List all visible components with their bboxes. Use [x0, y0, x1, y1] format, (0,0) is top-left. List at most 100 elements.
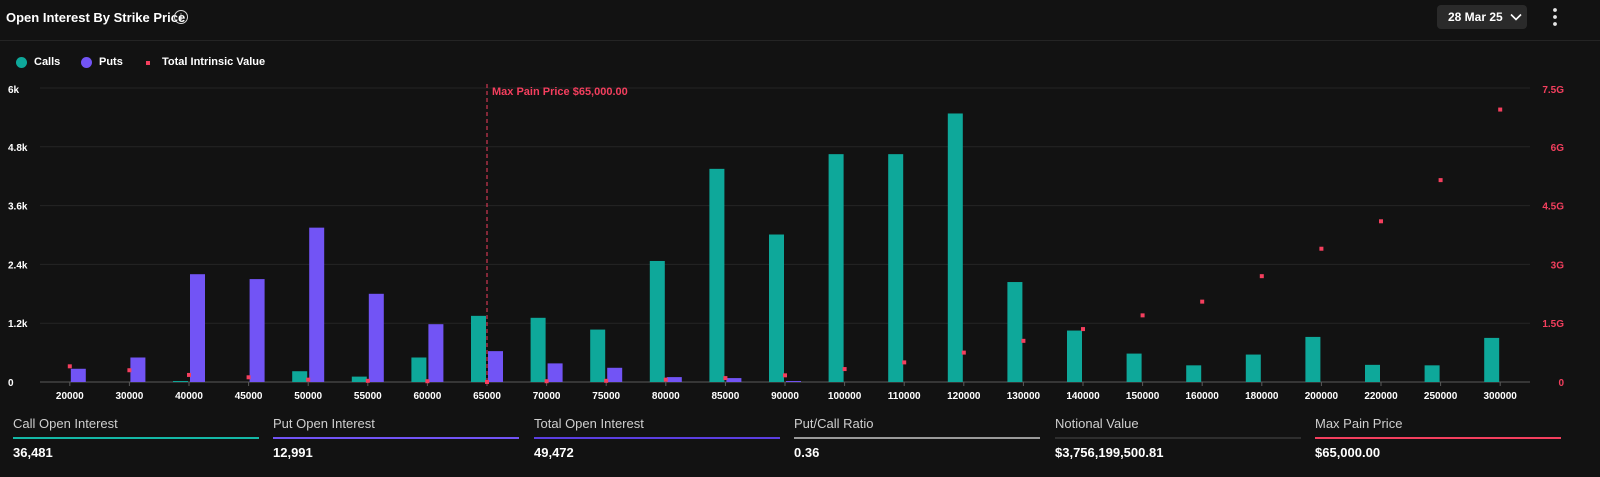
- x-axis-tick-label: 80000: [652, 391, 680, 402]
- x-axis-tick-label: 20000: [56, 391, 84, 402]
- puts-bar: [190, 274, 205, 382]
- stat-label: Call Open Interest: [13, 416, 118, 431]
- expiry-date-dropdown[interactable]: 28 Mar 25: [1437, 5, 1527, 29]
- calls-bar: [1245, 354, 1261, 382]
- calls-bar: [1007, 282, 1023, 382]
- stat-value: $65,000.00: [1315, 445, 1381, 460]
- stat-total-open-interest: Total Open Interest 49,472: [534, 410, 784, 470]
- intrinsic-value-point: [187, 372, 191, 377]
- calls-legend-marker: [16, 57, 27, 68]
- x-axis-tick-label: 110000: [888, 391, 921, 402]
- calls-bar: [530, 317, 546, 382]
- x-axis-tick-label: 40000: [175, 391, 203, 402]
- calls-bar: [1186, 365, 1202, 382]
- intrinsic-value-point: [842, 367, 847, 372]
- intrinsic-value-point: [1081, 327, 1085, 332]
- x-axis-tick-label: 140000: [1066, 391, 1100, 402]
- x-axis-tick-label: 120000: [947, 391, 981, 402]
- intrinsic-value-point: [1021, 338, 1026, 343]
- puts-bar: [130, 357, 146, 382]
- x-axis-tick-label: 60000: [413, 391, 441, 402]
- y-axis-right-tick-label: 4.5G: [1542, 202, 1564, 213]
- stat-max-pain-price: Max Pain Price $65,000.00: [1315, 410, 1565, 470]
- calls-bar: [709, 168, 725, 382]
- x-axis-tick-label: 200000: [1305, 391, 1339, 402]
- stat-value: 0.36: [794, 445, 820, 460]
- puts-bar: [726, 378, 742, 382]
- intrinsic-value-point: [604, 378, 609, 383]
- intrinsic-value-point: [246, 375, 251, 380]
- y-axis-right-tick-label: 1.5G: [1542, 319, 1564, 330]
- x-axis-tick-label: 150000: [1126, 391, 1160, 402]
- stat-call-open-interest: Call Open Interest 36,481: [13, 410, 263, 470]
- calls-bar: [173, 381, 188, 382]
- puts-bar: [786, 381, 801, 382]
- puts-bar: [547, 363, 563, 382]
- x-axis-tick-label: 100000: [828, 391, 862, 402]
- legend-label: Calls: [34, 56, 61, 68]
- intrinsic-value-point: [961, 350, 966, 355]
- calls-bar: [1365, 364, 1380, 382]
- intrinsic-value-legend-marker: [146, 61, 150, 65]
- stat-put-call-ratio: Put/Call Ratio 0.36: [794, 410, 1044, 470]
- intrinsic-value-point: [1438, 178, 1443, 183]
- intrinsic-value-point: [1498, 107, 1503, 112]
- calls-bar: [411, 357, 427, 382]
- expiry-date-value: 28 Mar 25: [1448, 10, 1503, 24]
- puts-bar: [249, 279, 265, 382]
- summary-stats: Call Open Interest 36,481 Put Open Inter…: [0, 410, 1600, 477]
- stat-underline: [534, 437, 780, 439]
- x-axis-tick-label: 220000: [1364, 391, 1398, 402]
- y-axis-left-tick-label: 3.6k: [8, 202, 28, 213]
- chevron-down-icon: [1510, 13, 1522, 21]
- stat-value: 49,472: [534, 445, 574, 460]
- x-axis-tick-label: 65000: [473, 391, 501, 402]
- calls-bar: [1484, 337, 1500, 382]
- intrinsic-value-point: [1319, 246, 1324, 251]
- y-axis-left-tick-label: 1.2k: [8, 319, 28, 330]
- y-axis-right-tick-label: 0: [1558, 378, 1564, 389]
- puts-bar: [488, 351, 503, 382]
- y-axis-left-tick-label: 2.4k: [8, 260, 28, 271]
- puts-bar: [309, 227, 325, 382]
- intrinsic-value-point: [902, 360, 907, 365]
- intrinsic-value-point: [365, 378, 370, 383]
- intrinsic-value-point: [544, 379, 549, 384]
- intrinsic-value-point: [1140, 313, 1145, 318]
- x-axis-tick-label: 130000: [1007, 391, 1041, 402]
- legend-label: Total Intrinsic Value: [162, 56, 266, 68]
- calls-bar: [590, 329, 606, 382]
- intrinsic-value-point: [425, 379, 430, 384]
- intrinsic-value-point: [723, 376, 728, 381]
- x-axis-tick-label: 45000: [235, 391, 263, 402]
- puts-bar: [607, 367, 623, 382]
- more-options-icon[interactable]: [1548, 6, 1562, 28]
- puts-bar: [368, 293, 384, 382]
- calls-bar: [471, 315, 486, 382]
- legend-label: Puts: [99, 56, 123, 68]
- stat-label: Max Pain Price: [1315, 416, 1403, 431]
- calls-bar: [292, 371, 308, 382]
- y-axis-left-tick-label: 4.8k: [8, 143, 28, 154]
- intrinsic-value-point: [663, 377, 668, 382]
- calls-bar: [1305, 336, 1321, 382]
- stat-value: 12,991: [273, 445, 313, 460]
- stat-underline: [794, 437, 1040, 439]
- stat-label: Total Open Interest: [534, 416, 644, 431]
- x-axis-tick-label: 50000: [294, 391, 322, 402]
- open-interest-chart: 0 0 1.2k 1.5G 2.4k 3G 3.6k 4.5G 4.8k 6G 6k 7.5G 2000…: [8, 84, 1565, 402]
- puts-bar: [70, 368, 86, 382]
- info-icon[interactable]: i: [174, 10, 188, 24]
- calls-bar: [947, 113, 963, 383]
- y-axis-left-tick-label: 6k: [8, 85, 20, 96]
- intrinsic-value-point: [1259, 274, 1264, 279]
- stat-notional-value: Notional Value $3,756,199,500.81: [1055, 410, 1305, 470]
- calls-bar: [649, 260, 665, 382]
- chart-header: Open Interest By Strike Price i 28 Mar 2…: [0, 0, 1600, 41]
- calls-bar: [888, 154, 904, 382]
- y-axis-right-tick-label: 3G: [1551, 260, 1565, 271]
- x-axis-tick-label: 30000: [115, 391, 143, 402]
- stat-label: Put Open Interest: [273, 416, 375, 431]
- intrinsic-value-point: [1200, 299, 1205, 304]
- puts-legend-marker: [81, 57, 92, 68]
